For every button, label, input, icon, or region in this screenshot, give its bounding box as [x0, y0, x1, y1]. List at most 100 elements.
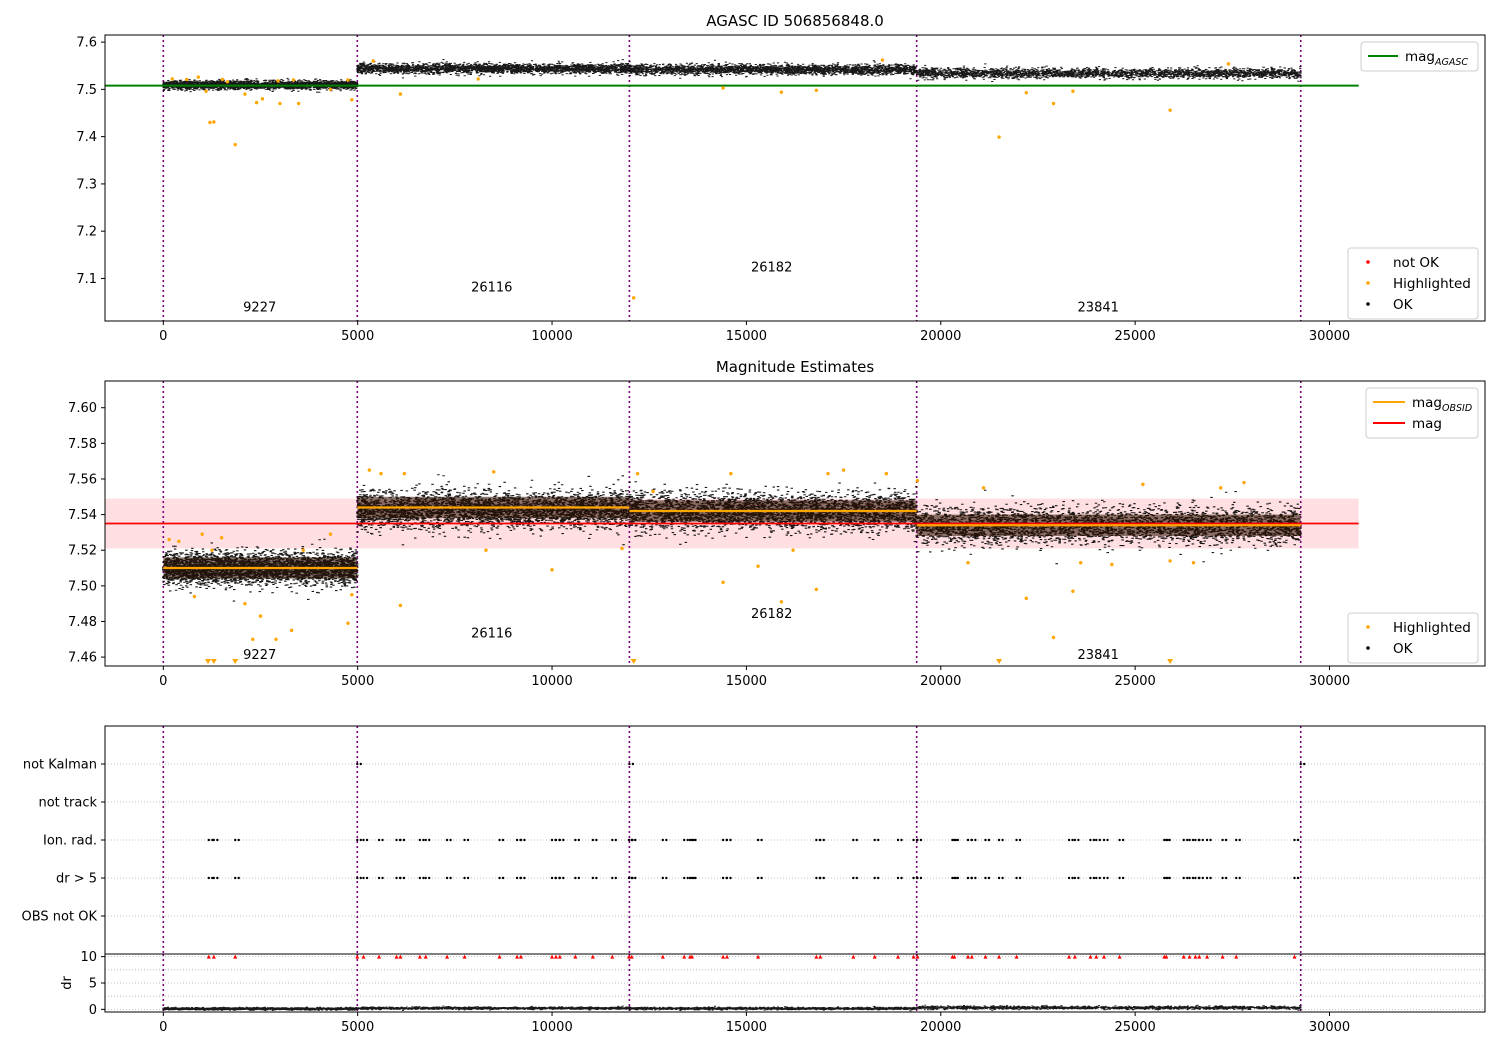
flag-point: [683, 876, 686, 880]
legend-label: mag: [1412, 416, 1442, 432]
flag-point: [359, 838, 362, 842]
plot-area: [105, 954, 1485, 1012]
flag-point: [683, 838, 686, 842]
dr-over-limit-marker: [911, 954, 916, 959]
legend-dot-marker: [1366, 302, 1370, 306]
flag-point: [873, 876, 876, 880]
legend-box: [1347, 612, 1479, 664]
y-tick-label: 7.3: [76, 177, 97, 192]
dr-over-limit-marker: [818, 954, 823, 959]
offscale-highlighted-marker: [232, 659, 239, 664]
flag-point: [1098, 838, 1101, 842]
legend-label: magAGASC: [1405, 49, 1468, 68]
dr-over-limit-marker: [1102, 954, 1107, 959]
offscale-highlighted-marker: [630, 659, 637, 664]
legend-label-main: OK: [1393, 641, 1414, 657]
obsid-label: 26182: [751, 260, 792, 275]
flag-point: [463, 838, 466, 842]
dr-over-limit-marker: [689, 954, 694, 959]
flag-point: [956, 838, 960, 842]
flag-point: [1293, 876, 1296, 880]
x-tick-label: 30000: [1309, 674, 1350, 689]
x-tick-label: 0: [159, 674, 167, 689]
highlighted-point: [291, 78, 296, 82]
dr-over-limit-marker: [872, 954, 877, 959]
highlighted-point: [1242, 480, 1246, 485]
flag-point: [1191, 876, 1195, 880]
flag-point: [1015, 876, 1018, 880]
flag-point: [1209, 838, 1212, 842]
flag-point: [362, 876, 365, 880]
flag-point: [577, 876, 581, 880]
legend-label-main: Highlighted: [1393, 620, 1471, 636]
magnitude-estimates-panel: Magnitude Estimates 9227 26116 26182 23841 0 5…: [68, 358, 1486, 689]
dr-over-limit-marker: [233, 954, 238, 959]
dr-over-limit-marker: [1067, 954, 1072, 959]
dr-over-limit-marker: [394, 954, 399, 959]
flag-point: [1182, 838, 1185, 842]
flag-point: [1303, 762, 1306, 766]
flag-point: [1191, 838, 1195, 842]
flag-point: [381, 876, 384, 880]
flag-point: [422, 876, 425, 880]
flag-point: [562, 838, 565, 842]
flag-point: [1224, 838, 1228, 842]
x-tick-label: 20000: [920, 329, 961, 344]
flag-point: [1015, 838, 1018, 842]
flag-point: [721, 876, 725, 880]
legend-label-main: mag: [1405, 49, 1435, 65]
flag-point: [627, 838, 631, 842]
dr-over-limit-marker: [965, 954, 970, 959]
obsid-label: 26116: [471, 281, 512, 296]
flag-point: [1018, 838, 1022, 842]
flag-point: [912, 876, 915, 880]
obsid-label: 23841: [1078, 648, 1119, 663]
highlighted-point: [177, 539, 181, 544]
flag-point: [595, 838, 598, 842]
dr-over-limit-marker: [462, 954, 467, 959]
highlighted-point: [200, 532, 204, 536]
obsid-label: 23841: [1078, 301, 1119, 316]
flag-point: [1067, 838, 1071, 842]
flag-point: [756, 876, 760, 880]
flag-point: [428, 838, 431, 842]
y-tick-label: 7.5: [76, 83, 97, 98]
flag-point: [970, 876, 974, 880]
obsid-label: 9227: [243, 301, 276, 316]
dr-over-limit-marker: [518, 954, 523, 959]
highlighted-point: [289, 628, 294, 633]
legend-label-main: OK: [1393, 297, 1414, 313]
flag-point: [661, 876, 665, 880]
y-tick-label: 7.6: [76, 36, 97, 51]
flag-point: [984, 876, 987, 880]
flag-point: [1121, 838, 1125, 842]
highlighted-point: [1168, 108, 1172, 112]
highlighted-point: [791, 548, 795, 552]
flag-point: [974, 876, 977, 880]
flag-point: [501, 876, 505, 880]
flag-point: [1194, 838, 1197, 842]
legend-label: not OK: [1393, 255, 1440, 271]
flag-point: [237, 838, 240, 842]
flag-point: [634, 838, 637, 842]
flag-point: [1001, 876, 1004, 880]
flag-point: [356, 838, 359, 842]
legend-label: OK: [1393, 297, 1414, 313]
highlighted-point: [328, 87, 333, 92]
highlighted-point: [779, 90, 784, 94]
flag-point: [1209, 876, 1212, 880]
flag-point: [919, 876, 923, 880]
flag-point: [399, 838, 402, 842]
highlighted-point: [997, 135, 1001, 139]
flag-point: [1071, 876, 1074, 880]
highlighted-point: [254, 100, 259, 105]
flag-point: [356, 876, 359, 880]
chart-title: AGASC ID 506856848.0: [706, 12, 884, 30]
offscale-highlighted-marker: [996, 659, 1003, 664]
flag-point: [550, 838, 554, 842]
highlighted-point: [814, 88, 819, 93]
flag-point: [558, 876, 562, 880]
flag-point: [402, 876, 406, 880]
flag-point: [395, 838, 398, 842]
highlighted-point: [1110, 562, 1114, 567]
